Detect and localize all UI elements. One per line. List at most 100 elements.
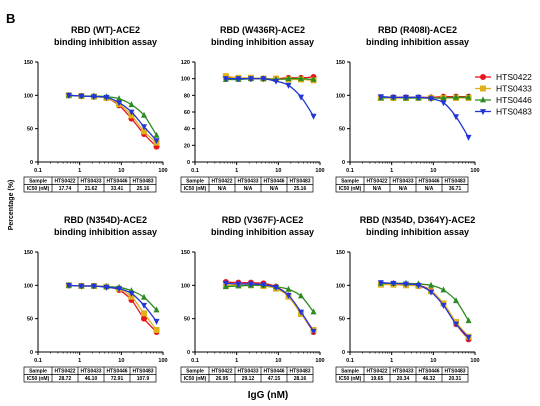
table-value-cell: 20.31 — [449, 376, 462, 382]
data-point-HTS0483 — [260, 76, 267, 83]
data-point-HTS0483 — [402, 281, 409, 288]
data-point-HTS0446 — [440, 286, 447, 293]
subplot-4: RBD (N354D)-ACE2 binding inhibition assay… — [23, 215, 168, 383]
table-value-cell: 19.65 — [371, 376, 384, 382]
table-value-cell: 28.16 — [294, 376, 307, 382]
table-value-cell: IC50 (nM) — [339, 186, 362, 192]
data-point-HTS0483 — [222, 280, 229, 287]
x-tick-label: 0.1 — [346, 168, 354, 174]
subplot-subtitle: binding inhibition assay — [54, 37, 157, 47]
table-value-cell: IC50 (nM) — [27, 186, 50, 192]
table-header-cell: HTS0422 — [211, 179, 232, 185]
data-point-HTS0446 — [298, 292, 305, 299]
data-point-HTS0422 — [141, 315, 148, 322]
subplot-1: RBD (WT)-ACE2 binding inhibition assay 0 50… — [23, 25, 168, 193]
table-header-cell: HTS0483 — [444, 369, 465, 375]
series-line-HTS0433 — [380, 284, 470, 338]
table-value-cell: N/A — [425, 186, 434, 192]
legend-label: HTS0422 — [496, 72, 532, 82]
data-point-HTS0446 — [116, 95, 123, 102]
table-value-cell: 25.16 — [137, 186, 150, 192]
table-header-cell: Sample — [29, 179, 47, 185]
table-value-cell: 36.71 — [449, 186, 462, 192]
y-tick-label: 150 — [181, 250, 190, 256]
data-point-HTS0483 — [141, 302, 148, 309]
y-tick-label: 80 — [184, 93, 190, 99]
data-point-HTS0446 — [298, 75, 305, 82]
table-header-cell: Sample — [186, 369, 204, 375]
table-header-cell: HTS0422 — [366, 179, 387, 185]
table-value-cell: N/A — [218, 186, 227, 192]
data-point-HTS0483 — [65, 282, 72, 289]
x-tick-label: 10 — [118, 168, 124, 174]
data-point-HTS0483 — [428, 289, 435, 296]
data-point-HTS0483 — [390, 94, 397, 101]
data-point-HTS0446 — [141, 111, 148, 118]
data-point-HTS0483 — [90, 94, 97, 101]
subplot-subtitle: binding inhibition assay — [54, 227, 157, 237]
data-point-HTS0483 — [415, 94, 422, 101]
data-point-HTS0483 — [453, 114, 460, 121]
data-point-HTS0433 — [153, 327, 160, 333]
data-point-HTS0483 — [78, 283, 85, 290]
x-tick-label: 0.1 — [191, 168, 199, 174]
table-value-cell: 21.62 — [85, 186, 98, 192]
series-line-HTS0422 — [225, 281, 315, 333]
subplot-6: RBD (N354D, D364Y)-ACE2 binding inhibitio… — [335, 215, 480, 383]
data-point-HTS0483 — [222, 76, 229, 83]
x-tick-label: 1 — [390, 168, 393, 174]
data-point-HTS0483 — [440, 100, 447, 107]
data-point-HTS0483 — [465, 334, 472, 341]
data-point-HTS0446 — [153, 306, 160, 313]
x-tick-label: 100 — [470, 358, 479, 364]
x-tick-label: 1 — [235, 358, 238, 364]
y-tick-label: 0 — [342, 160, 345, 166]
table-header-cell: HTS0446 — [418, 369, 439, 375]
x-tick-label: 0.1 — [34, 168, 42, 174]
table-header-cell: HTS0422 — [54, 369, 75, 375]
legend-marker — [480, 85, 486, 92]
y-tick-label: 150 — [24, 60, 33, 66]
table-header-cell: HTS0483 — [444, 179, 465, 185]
data-point-HTS0483 — [116, 100, 123, 107]
subplot-subtitle: binding inhibition assay — [211, 227, 314, 237]
x-tick-label: 10 — [275, 168, 281, 174]
data-point-HTS0483 — [440, 302, 447, 309]
y-tick-label: 100 — [24, 283, 33, 289]
data-point-HTS0483 — [402, 94, 409, 101]
table-header-cell: HTS0446 — [263, 179, 284, 185]
y-tick-label: 100 — [336, 93, 345, 99]
data-point-HTS0446 — [141, 293, 148, 300]
table-header-cell: Sample — [29, 369, 47, 375]
series-line-HTS0446 — [225, 284, 315, 313]
series-line-HTS0422 — [68, 284, 157, 333]
data-point-HTS0483 — [128, 290, 135, 297]
x-tick-label: 1 — [390, 358, 393, 364]
table-header-cell: HTS0483 — [132, 369, 153, 375]
series-line-HTS0483 — [380, 282, 469, 338]
data-point-HTS0446 — [285, 75, 292, 82]
y-axis-label: Percentage (%) — [8, 180, 15, 231]
data-point-HTS0483 — [453, 321, 460, 328]
subplot-title: RBD (R408I)-ACE2 — [378, 25, 457, 35]
data-point-HTS0483 — [65, 92, 72, 99]
data-point-HTS0483 — [153, 318, 160, 325]
table-header-cell: HTS0446 — [418, 179, 439, 185]
table-header-cell: HTS0446 — [263, 369, 284, 375]
table-header-cell: HTS0422 — [366, 369, 387, 375]
table-header-cell: HTS0433 — [237, 179, 258, 185]
y-tick-label: 0 — [187, 160, 190, 166]
data-point-HTS0483 — [103, 94, 110, 101]
table-value-cell: 25.16 — [294, 186, 307, 192]
table-header-cell: HTS0433 — [80, 179, 101, 185]
data-point-HTS0483 — [90, 283, 97, 290]
legend-marker — [480, 74, 486, 80]
table-header-cell: HTS0422 — [211, 369, 232, 375]
y-tick-label: 0 — [342, 350, 345, 356]
y-tick-label: 0 — [30, 350, 33, 356]
table-value-cell: IC50 (nM) — [27, 376, 50, 382]
data-point-HTS0483 — [377, 280, 384, 287]
data-point-HTS0446 — [310, 308, 317, 315]
data-point-HTS0433 — [141, 128, 148, 135]
